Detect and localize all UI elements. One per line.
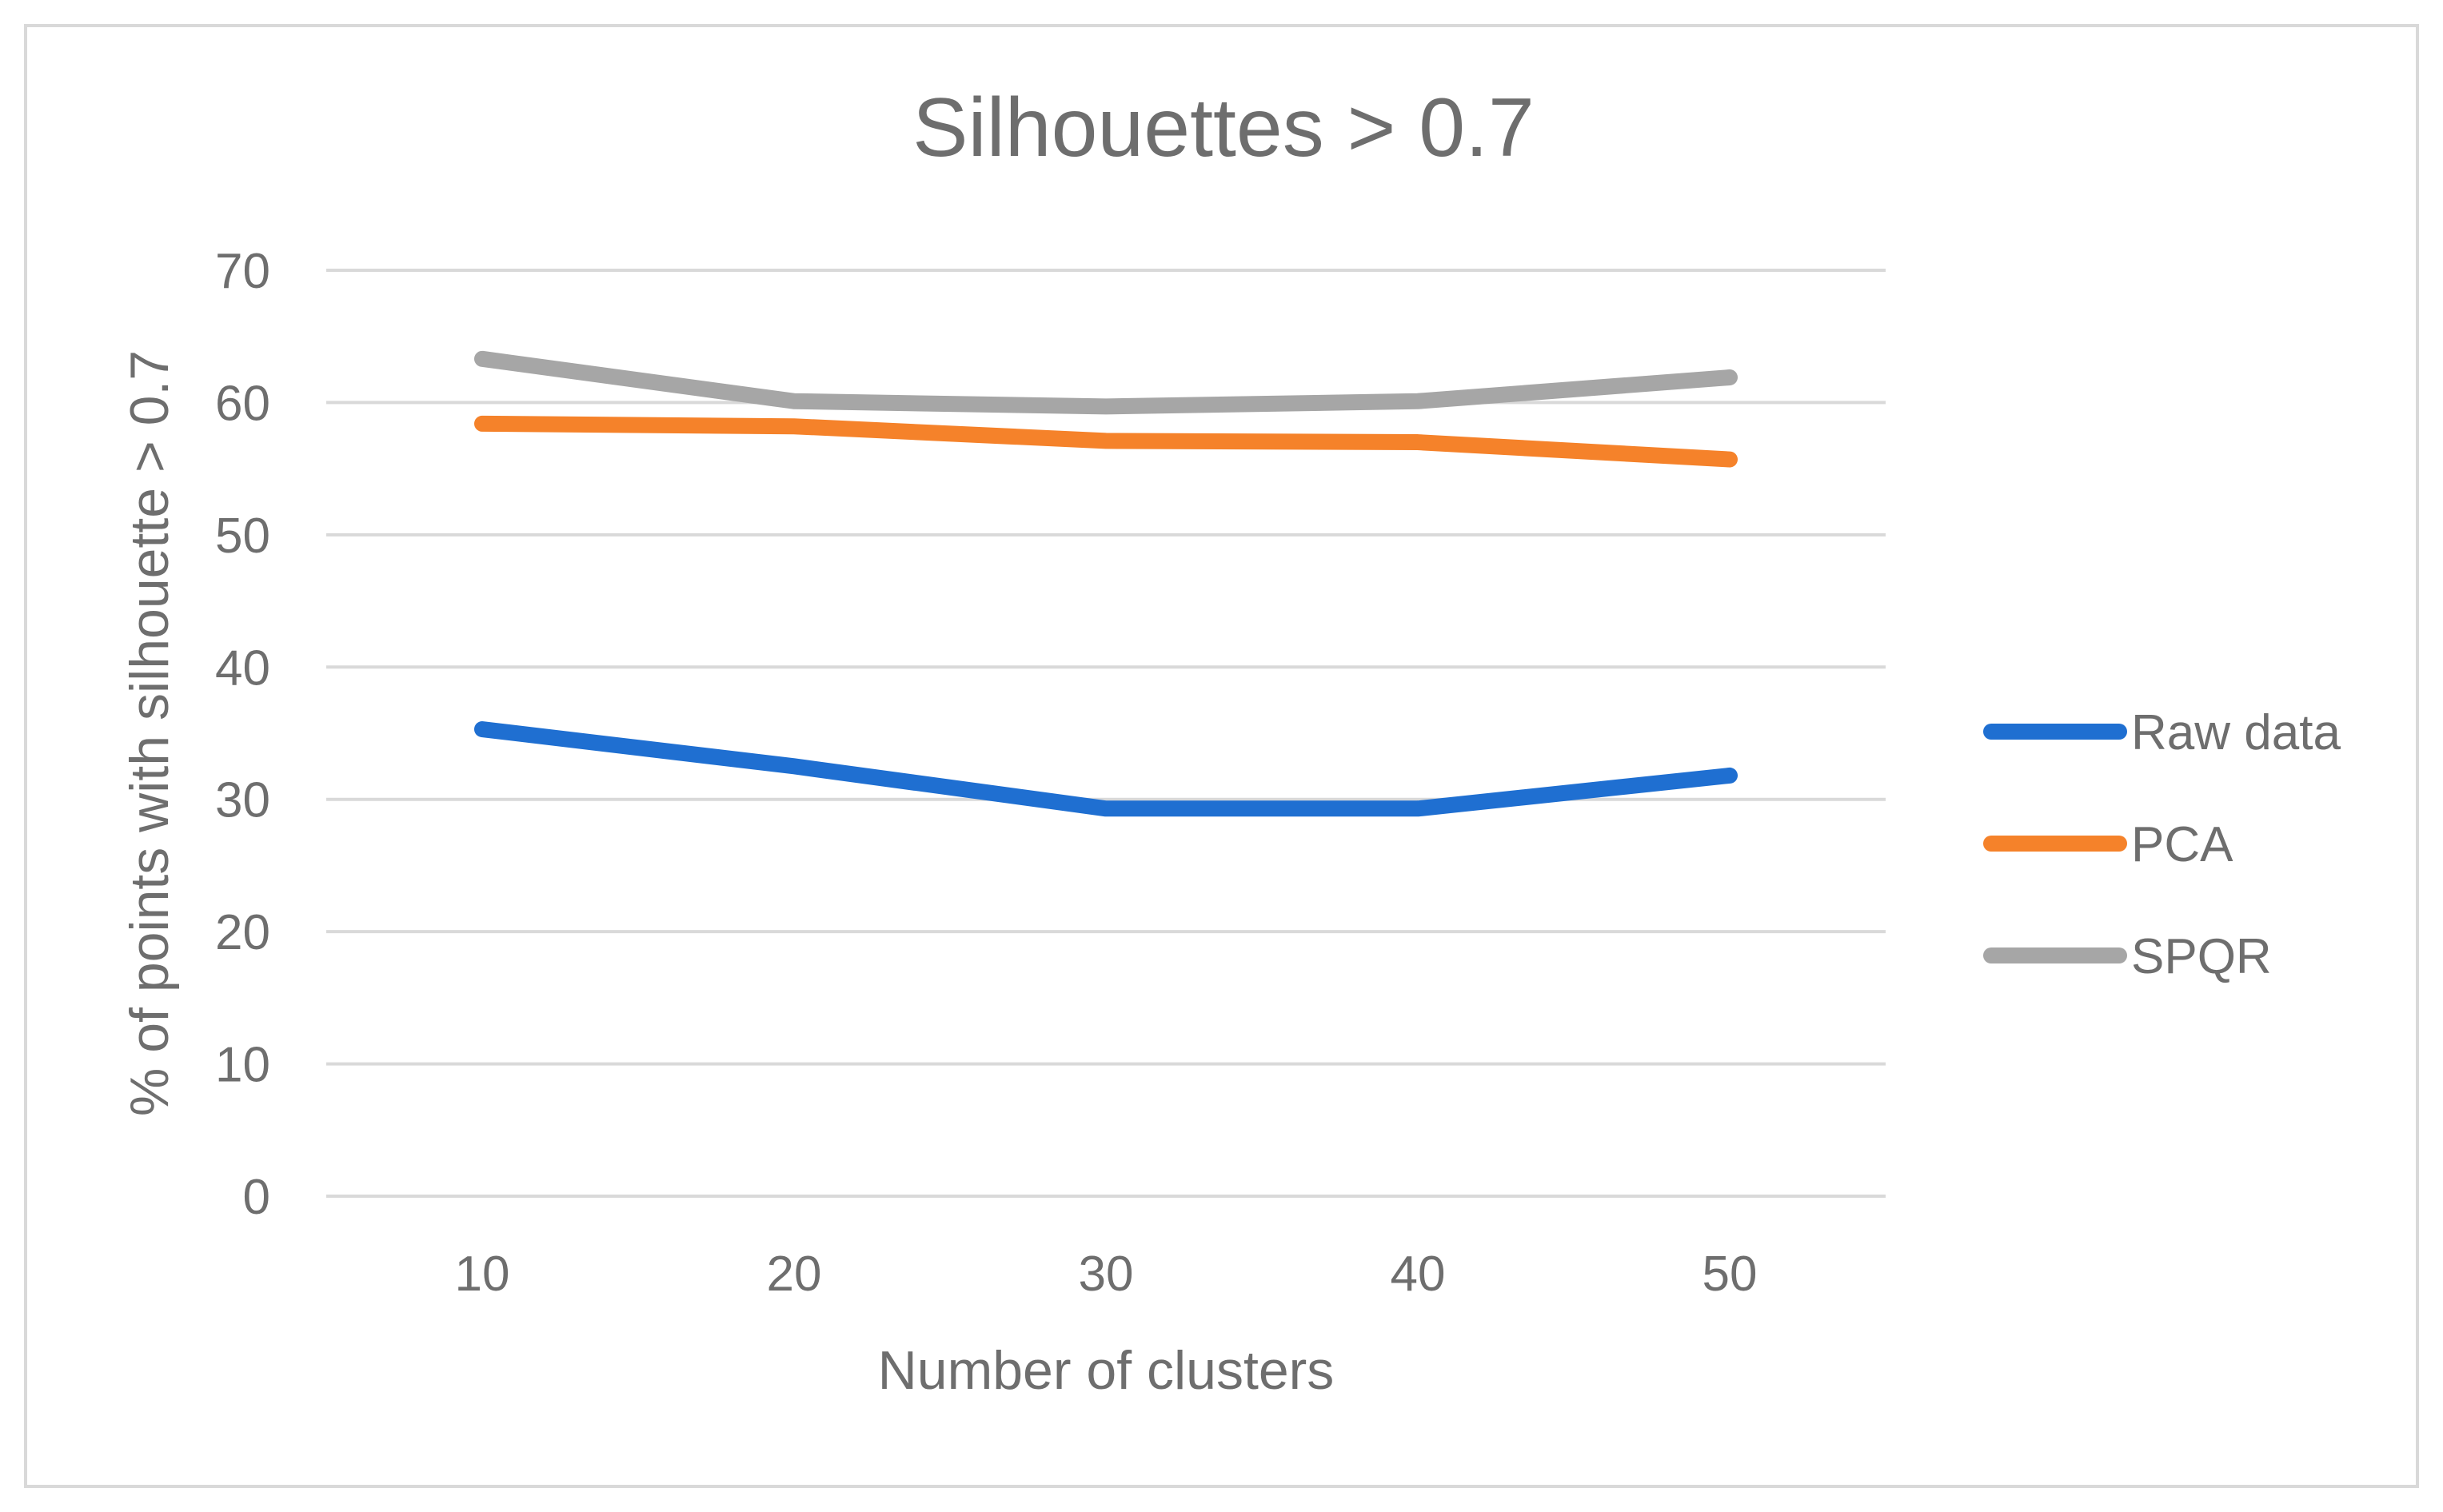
y-tick-label: 10: [215, 1038, 270, 1093]
x-tick-label: 10: [455, 1247, 510, 1302]
y-tick-label: 30: [215, 773, 270, 828]
y-axis-label: % of points with silhouette > 0.7: [119, 350, 180, 1116]
series-line-raw-data: [474, 721, 1738, 817]
series-lines: [474, 350, 1738, 817]
y-tick-label: 40: [215, 640, 270, 696]
x-axis-ticks: 10 20 30 40 50: [455, 1247, 1758, 1302]
series-line-pca: [474, 415, 1738, 468]
y-tick-label: 70: [215, 244, 270, 299]
y-tick-label: 60: [215, 376, 270, 431]
y-tick-label: 0: [243, 1170, 270, 1225]
y-tick-label: 50: [215, 509, 270, 564]
chart-title: Silhouettes > 0.7: [912, 82, 1535, 174]
x-tick-label: 50: [1703, 1247, 1758, 1302]
series-line-spqr: [474, 350, 1738, 415]
x-axis-label: Number of clusters: [878, 1340, 1335, 1401]
gridlines: [326, 269, 1886, 1198]
legend-label: PCA: [2131, 817, 2233, 872]
legend: Raw data PCA SPQR: [1983, 705, 2341, 984]
legend-label: SPQR: [2131, 929, 2272, 984]
x-tick-label: 30: [1079, 1247, 1134, 1302]
x-tick-label: 20: [767, 1247, 822, 1302]
legend-label: Raw data: [2131, 705, 2341, 760]
y-axis-ticks: 0 10 20 30 40 50 60 70: [215, 244, 270, 1225]
chart-frame: [24, 24, 2419, 1488]
x-tick-label: 40: [1391, 1247, 1446, 1302]
y-tick-label: 20: [215, 905, 270, 960]
